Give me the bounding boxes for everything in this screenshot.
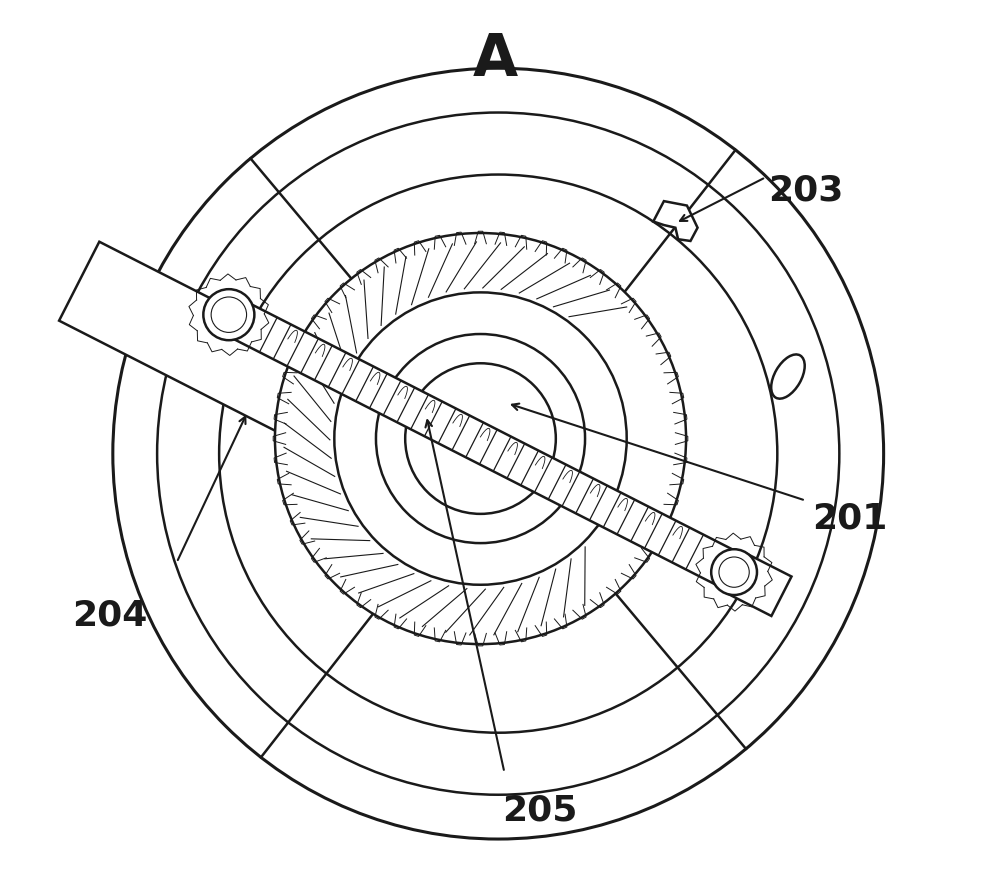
Ellipse shape: [771, 354, 805, 399]
Polygon shape: [228, 301, 735, 586]
Circle shape: [334, 292, 627, 585]
Text: 205: 205: [502, 794, 578, 828]
Circle shape: [275, 233, 686, 644]
Text: 204: 204: [72, 599, 148, 633]
Circle shape: [113, 68, 884, 839]
Circle shape: [211, 297, 247, 332]
Text: 201: 201: [812, 501, 888, 535]
Text: 203: 203: [768, 174, 843, 207]
Circle shape: [203, 289, 254, 340]
Polygon shape: [59, 242, 620, 587]
Circle shape: [711, 549, 757, 595]
Polygon shape: [653, 201, 698, 241]
Polygon shape: [724, 552, 792, 616]
Text: A: A: [473, 31, 518, 88]
Circle shape: [719, 557, 749, 587]
Circle shape: [405, 363, 556, 514]
Circle shape: [376, 334, 585, 543]
